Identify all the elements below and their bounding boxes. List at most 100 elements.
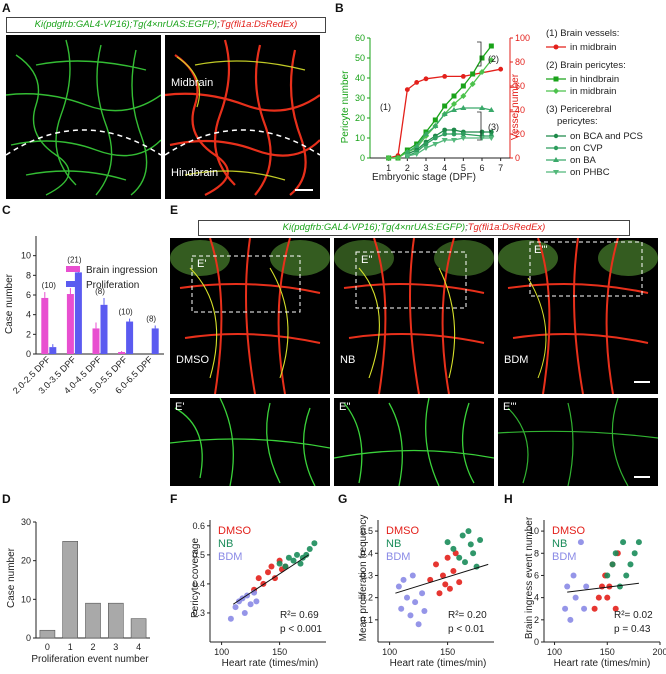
inset-label-e2: E'' (339, 401, 351, 413)
legend-b-g3-title-2: pericytes: (557, 116, 598, 127)
chart-h-point (616, 583, 623, 590)
legend-b-g1-item: in midbrain (570, 42, 616, 53)
chart-h-ytick-label: 6 (534, 570, 539, 580)
chart-h-point (599, 583, 605, 590)
chart-h-point (567, 616, 574, 623)
chart-f-r2: R²= 0.69 (280, 610, 319, 621)
legend-b-g3-marker-4 (553, 170, 559, 175)
chart-c-bar (126, 321, 134, 354)
chart-c-ytick-label: 2 (26, 329, 31, 339)
chart-d-bar (85, 602, 101, 639)
legend-c-swatch-2 (66, 281, 80, 287)
inset-label-e3: E''' (503, 401, 517, 413)
chart-g-point (446, 585, 453, 592)
legend-b-g3-marker-2 (553, 145, 559, 151)
chart-b-point (460, 83, 466, 89)
chart-b-point (460, 131, 466, 137)
chart-g-point (444, 554, 451, 561)
chart-b-point (423, 141, 429, 147)
chart-g-point (395, 583, 402, 590)
chart-d-ylabel: Case number (6, 547, 17, 608)
chart-b-point (423, 131, 429, 136)
legend-b-g3-item-2: on CVP (570, 143, 603, 154)
inset-marker-e2: E'' (361, 254, 373, 266)
chart-b: 0 10 20 30 40 50 60 0 20 40 60 80 100 1 2 3 4 5 6 7 Embryon… (340, 28, 643, 183)
chart-b-bracket-2 (477, 41, 482, 67)
chart-g-point (442, 581, 449, 588)
chart-h-point (609, 561, 616, 568)
panel-label-a: A (2, 1, 11, 15)
chart-h-point (620, 539, 627, 546)
legend-c-item-1: Brain ingression (86, 265, 158, 276)
scale-bar-e (634, 381, 650, 383)
chart-g-point (477, 536, 484, 543)
chart-f-point (247, 601, 254, 608)
chart-g-legend-item: BDM (386, 551, 410, 563)
chart-d-xlabel: Proliferation event number (31, 654, 149, 665)
chart-c-bar (41, 297, 49, 354)
chart-g-point (419, 590, 426, 597)
chart-d-bar (39, 629, 56, 639)
chart-g-point (407, 612, 414, 619)
chart-f-xtick-label: 150 (272, 647, 287, 657)
chart-b-point (432, 142, 439, 147)
panel-a-green-vessels (6, 39, 161, 196)
chart-f-pvalue: p < 0.001 (280, 624, 322, 635)
chart-d-xtick-label: 2 (90, 642, 95, 652)
chart-b-annotation-3: (3) (488, 122, 499, 132)
panel-e-genotype-header: Ki(pdgfrb:GAL4-VP16);Tg(4×nrUAS:EGFP);Tg… (198, 220, 630, 236)
chart-d-ytick-label: 20 (21, 556, 31, 566)
chart-h-ytick-label: 4 (534, 593, 539, 603)
panel-e-dmso-micrograph: E' DMSO (170, 238, 330, 394)
legend-c-swatch-1 (66, 266, 80, 272)
chart-b-xtick-label: 2 (405, 163, 410, 173)
chart-d-bar (62, 541, 79, 639)
chart-c-ytick-label: 4 (26, 310, 31, 320)
chart-d-bar (130, 618, 147, 639)
panel-e-dmso-vessels (170, 238, 330, 394)
chart-b-series-line (388, 68, 501, 159)
chart-g-point (467, 541, 474, 548)
chart-h-legend-item: BDM (552, 551, 576, 563)
chart-b-point (423, 76, 429, 82)
label-hindbrain: Hindbrain (171, 167, 219, 179)
chart-b-point (404, 154, 411, 159)
chart-g-point (450, 568, 457, 575)
chart-b-xtick-label: 5 (461, 163, 466, 173)
chart-g-point (444, 539, 451, 546)
chart-f-ytick-label: 0.6 (192, 521, 205, 531)
legend-b-g2-item-1: in hindbrain (570, 74, 619, 85)
chart-h-r2: R²= 0.02 (614, 610, 653, 621)
chart-h-point (591, 605, 598, 612)
chart-h-point (562, 605, 569, 612)
inset-marker-e1: E' (197, 258, 207, 270)
panel-e-bdm-micrograph: E''' BDM (498, 238, 658, 394)
chart-b-point (479, 55, 485, 61)
chart-b-point (479, 105, 485, 110)
chart-b-point (441, 138, 448, 143)
chart-f-point (306, 546, 313, 553)
chart-b-ytick-label-right: 40 (515, 105, 525, 115)
chart-c-bar (100, 304, 108, 354)
panel-e-nb-vessels (334, 238, 494, 394)
panel-label-e: E (170, 203, 179, 217)
chart-b-point (442, 127, 448, 133)
chart-c-bar (92, 328, 100, 354)
legend-b-g3-item-3: on BA (570, 155, 597, 166)
chart-f-fit-line (232, 554, 309, 605)
chart-g-ytick-label: 0.3 (360, 570, 373, 580)
chart-b-point (460, 93, 467, 99)
chart-g-point (452, 550, 459, 557)
chart-d-bar (108, 602, 124, 639)
chart-b-annotation-2: (2) (488, 54, 499, 64)
chart-b-xlabel: Embryonic stage (DPF) (372, 172, 476, 183)
panel-e-nb-micrograph: E'' NB (334, 238, 494, 394)
chart-b-ytick-label-right: 20 (515, 129, 525, 139)
chart-g-ytick-label: 0.5 (360, 526, 373, 536)
legend-b-g3-item-1: on BCA and PCS (570, 131, 643, 142)
panel-a-genotype-green: Ki(pdgfrb:GAL4-VP16);Tg(4×nrUAS:EGFP) (34, 19, 218, 30)
panel-label-f: F (170, 492, 178, 506)
chart-b-point (413, 143, 420, 148)
chart-b-bracket-3 (477, 111, 482, 141)
chart-f-point (227, 615, 234, 622)
